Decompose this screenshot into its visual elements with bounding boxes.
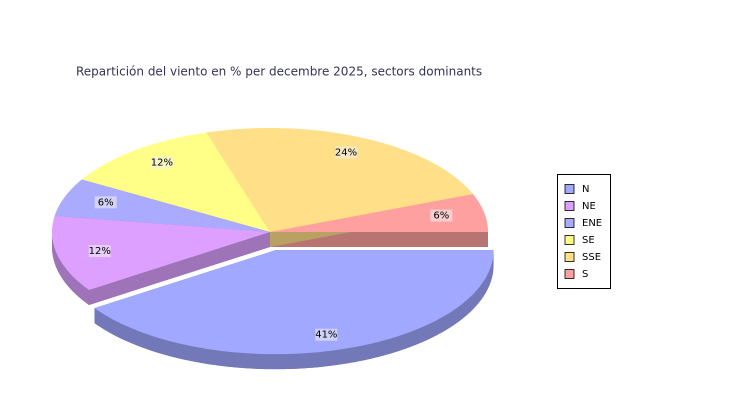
data-label: 12%: [151, 158, 173, 169]
label-bg: [94, 196, 117, 209]
legend-label: SE: [582, 235, 595, 246]
slice: [54, 179, 270, 232]
legend-label: N: [582, 184, 589, 195]
slice: [206, 128, 473, 232]
slice-rim: [52, 232, 89, 305]
data-label: 24%: [335, 147, 357, 158]
data-label: 12%: [89, 246, 111, 257]
label-bg: [335, 146, 358, 159]
legend-label: S: [582, 269, 588, 280]
legend-swatch: [564, 218, 575, 228]
legend-label: NE: [582, 201, 596, 212]
legend-label: SSE: [582, 252, 601, 263]
label-bg: [430, 209, 453, 222]
legend-swatch: [564, 235, 575, 245]
slice: [94, 250, 494, 355]
data-label: 6%: [98, 197, 114, 208]
legend-swatch: [564, 184, 575, 194]
data-label: 6%: [433, 211, 449, 222]
chart-title: Repartición del viento en % per decembre…: [76, 65, 482, 79]
slice: [81, 132, 270, 232]
slice: [270, 194, 488, 232]
label-bg: [150, 156, 173, 169]
slice-rim: [94, 250, 494, 370]
legend-label: ENE: [582, 218, 602, 229]
slice-side: [88, 232, 270, 305]
label-bg: [315, 328, 338, 341]
legend-swatch: [564, 269, 575, 279]
data-label: 41%: [315, 330, 337, 341]
label-bg: [88, 245, 111, 258]
legend-swatch: [564, 252, 575, 262]
slice: [52, 215, 271, 290]
legend-swatch: [564, 201, 575, 211]
